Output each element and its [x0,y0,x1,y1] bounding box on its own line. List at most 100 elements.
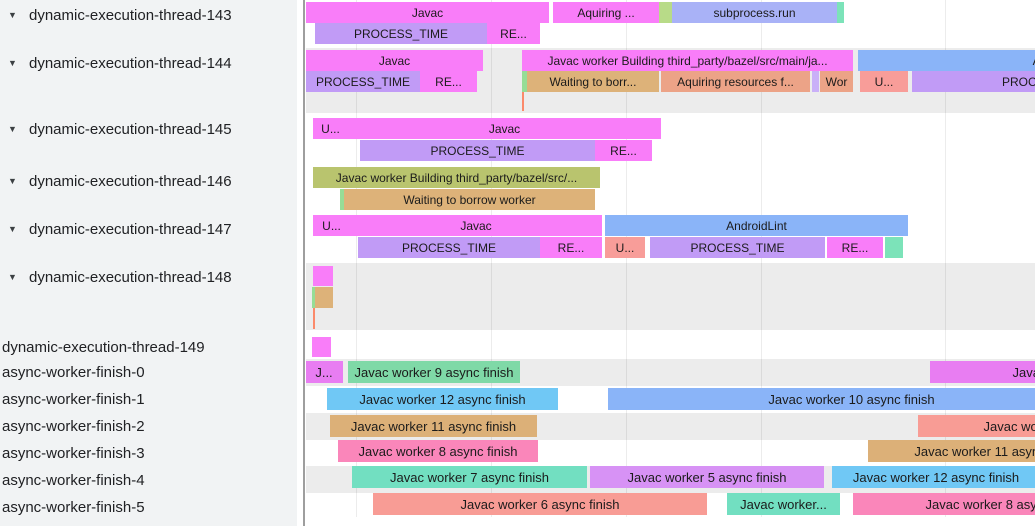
trace-slice-async-worker-finish-3[interactable]: Javac worker 11 async finish [868,440,1035,462]
timeline-canvas[interactable]: Javac Aquiring ... subprocess.run PROCESS_T… [306,0,1035,526]
collapse-arrow-icon[interactable]: ▼ [8,124,17,134]
sidebar-item-async-worker-finish-3[interactable]: async-worker-finish-3 [0,443,297,463]
trace-slice-label: U... [615,240,635,255]
trace-slice-label: Javac worker 11 async finish [350,418,517,434]
sidebar-item-async-worker-finish-4[interactable]: async-worker-finish-4 [0,470,297,490]
trace-slice-thread-143[interactable] [837,2,844,23]
trace-slice-async-worker-finish-0[interactable]: Javac worker 5 async finish [930,361,1035,383]
trace-slice-label: RE... [435,74,462,89]
instant-event-marker-thread-148[interactable] [313,308,315,329]
trace-slice-thread-147[interactable] [885,237,903,258]
trace-slice-label: PROCESS_TIME [690,240,785,255]
trace-slice-thread-147[interactable]: RE... [827,237,883,258]
trace-slice-thread-149[interactable] [312,337,331,357]
trace-slice-thread-146[interactable]: Javac worker Building third_party/bazel/… [313,167,600,188]
trace-slice-thread-144[interactable]: RE... [420,71,477,92]
trace-slice-label: Javac worker 11 async finish [914,443,1035,459]
gridline [491,0,492,517]
trace-slice-thread-144[interactable]: PROCESS_TIME [912,71,1035,92]
track-band-thread-148 [306,263,1035,330]
trace-slice-async-worker-finish-5[interactable]: Javac worker 8 async finish [853,493,1035,515]
sidebar-item-dynamic-execution-thread-145[interactable]: ▼ dynamic-execution-thread-145 [0,119,297,139]
trace-slice-thread-145[interactable]: RE... [595,140,652,161]
gridline [945,0,946,517]
trace-slice-label: Javac [460,218,492,233]
trace-slice-thread-144[interactable]: Javac [306,50,483,71]
trace-slice-thread-145[interactable]: U... [313,118,348,139]
trace-slice-thread-144[interactable]: Waiting to borr... [527,71,659,92]
trace-slice-thread-144[interactable]: Javac worker Building third_party/bazel/… [522,50,853,71]
sidebar-item-async-worker-finish-0[interactable]: async-worker-finish-0 [0,362,297,382]
trace-slice-label: Waiting to borr... [549,74,637,89]
sidebar-item-dynamic-execution-thread-143[interactable]: ▼ dynamic-execution-thread-143 [0,5,297,25]
trace-slice-async-worker-finish-1[interactable]: Javac worker 12 async finish [327,388,558,410]
track-label: dynamic-execution-thread-143 [29,6,232,24]
trace-slice-thread-145[interactable]: Javac [348,118,661,139]
trace-slice-thread-143[interactable]: Aquiring ... [553,2,659,23]
trace-slice-label: Aquiring resources f... [677,74,794,89]
sidebar-item-dynamic-execution-thread-148[interactable]: ▼ dynamic-execution-thread-148 [0,267,297,287]
sidebar-item-dynamic-execution-thread-146[interactable]: ▼ dynamic-execution-thread-146 [0,171,297,191]
sidebar-item-dynamic-execution-thread-149[interactable]: dynamic-execution-thread-149 [0,337,297,357]
trace-slice-thread-143[interactable]: RE... [487,23,540,44]
trace-slice-thread-146[interactable]: Waiting to borrow worker [344,189,595,210]
trace-slice-async-worker-finish-5[interactable]: Javac worker 6 async finish [373,493,707,515]
trace-slice-thread-144[interactable] [522,71,527,92]
trace-slice-thread-148[interactable] [315,287,333,308]
trace-slice-thread-144[interactable] [812,71,819,92]
sidebar-item-async-worker-finish-2[interactable]: async-worker-finish-2 [0,416,297,436]
collapse-arrow-icon[interactable]: ▼ [8,58,17,68]
sidebar-item-async-worker-finish-1[interactable]: async-worker-finish-1 [0,389,297,409]
trace-slice-thread-144[interactable]: Wor [820,71,853,92]
trace-slice-thread-143[interactable]: subprocess.run [672,2,837,23]
collapse-arrow-icon[interactable]: ▼ [8,224,17,234]
sidebar-timeline-divider[interactable] [303,0,305,526]
trace-slice-thread-147[interactable]: RE... [540,237,602,258]
sidebar-item-async-worker-finish-5[interactable]: async-worker-finish-5 [0,497,297,517]
collapse-arrow-icon[interactable]: ▼ [8,272,17,282]
trace-slice-label: PROCESS_TIME [430,143,525,158]
trace-slice-label: U... [874,74,894,89]
trace-slice-thread-144[interactable]: U... [860,71,908,92]
trace-slice-label: RE... [500,26,527,41]
sidebar-item-dynamic-execution-thread-144[interactable]: ▼ dynamic-execution-thread-144 [0,53,297,73]
trace-slice-label: U... [321,121,340,136]
trace-slice-thread-147[interactable]: Javac [350,215,602,236]
trace-slice-thread-146[interactable] [340,189,344,210]
trace-slice-label: U... [322,218,341,233]
trace-slice-label: AndroidLint [726,218,787,233]
collapse-arrow-icon[interactable]: ▼ [8,176,17,186]
trace-slice-async-worker-finish-1[interactable]: Javac worker 10 async finish [608,388,1035,410]
trace-slice-async-worker-finish-0[interactable]: Javac worker 9 async finish [348,361,520,383]
trace-slice-thread-147[interactable]: AndroidLint [605,215,908,236]
trace-slice-thread-143[interactable]: PROCESS_TIME [315,23,487,44]
trace-slice-thread-147[interactable]: PROCESS_TIME [358,237,540,258]
trace-slice-thread-143[interactable]: Javac [306,2,549,23]
collapse-arrow-icon[interactable]: ▼ [8,10,17,20]
trace-slice-thread-147[interactable]: PROCESS_TIME [650,237,825,258]
trace-slice-async-worker-finish-2[interactable]: Javac worker 11 async finish [330,415,537,437]
trace-slice-async-worker-finish-4[interactable]: Javac worker 12 async finish [832,466,1035,488]
trace-slice-async-worker-finish-0[interactable]: J... [306,361,343,383]
trace-slice-async-worker-finish-5[interactable]: Javac worker... [727,493,840,515]
trace-slice-async-worker-finish-4[interactable]: Javac worker 5 async finish [590,466,824,488]
instant-event-marker-thread-144[interactable] [522,92,524,111]
trace-slice-thread-147[interactable]: U... [313,215,350,236]
trace-slice-label: Javac worker 5 async finish [627,469,787,485]
trace-slice-thread-148[interactable] [313,266,333,286]
trace-slice-thread-143[interactable] [659,2,672,23]
trace-slice-thread-145[interactable]: PROCESS_TIME [360,140,595,161]
trace-slice-label: Wor [825,74,848,89]
trace-slice-thread-144[interactable]: AndroidLint [858,50,1035,71]
trace-slice-thread-144[interactable]: PROCESS_TIME [306,71,420,92]
trace-slice-label: subprocess.run [713,5,796,20]
trace-slice-thread-144[interactable]: Aquiring resources f... [661,71,810,92]
trace-slice-async-worker-finish-4[interactable]: Javac worker 7 async finish [352,466,587,488]
trace-slice-label: Javac worker 8 async finish [925,496,1035,512]
trace-slice-async-worker-finish-2[interactable]: Javac worker 6 async finish [918,415,1035,437]
trace-slice-thread-148[interactable] [312,287,315,308]
sidebar-item-dynamic-execution-thread-147[interactable]: ▼ dynamic-execution-thread-147 [0,219,297,239]
trace-slice-async-worker-finish-3[interactable]: Javac worker 8 async finish [338,440,538,462]
trace-slice-label: PROCESS_TIME [353,26,449,41]
trace-slice-thread-147[interactable]: U... [605,237,645,258]
